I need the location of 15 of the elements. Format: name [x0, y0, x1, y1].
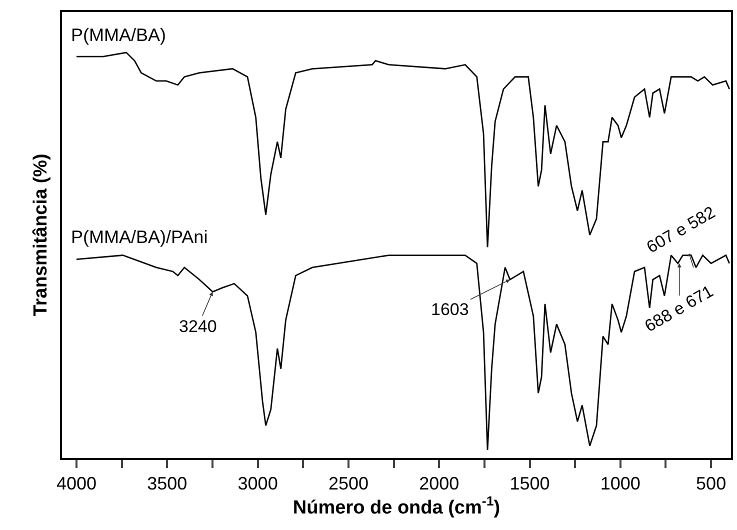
- x-tick-label: 3500: [147, 474, 188, 494]
- series-label: P(MMA/BA)/PAni: [71, 227, 208, 247]
- x-tick-label: 2000: [419, 474, 460, 494]
- annotation: 1603: [431, 300, 469, 319]
- y-axis-title: Transmitância (%): [30, 154, 52, 316]
- x-tick-label: 4000: [56, 474, 97, 494]
- annotation: 688 e 671: [641, 282, 716, 336]
- x-tick-label: 500: [696, 474, 726, 494]
- annotation: 3240: [179, 317, 217, 336]
- x-tick-label: 3000: [238, 474, 278, 494]
- x-tick-label: 1500: [510, 474, 550, 494]
- x-axis-title: Número de onda (cm$^{-1}$): [292, 494, 500, 519]
- x-tick-label: 1000: [600, 474, 640, 494]
- x-tick-label: 2500: [328, 474, 368, 494]
- series-label: P(MMA/BA): [71, 25, 166, 45]
